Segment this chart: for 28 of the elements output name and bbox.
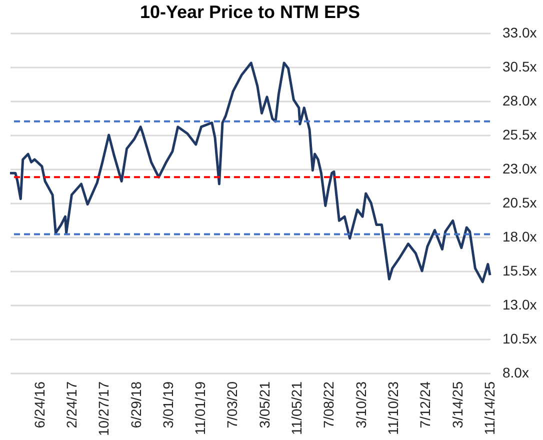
x-tick-label: 3/05/21 <box>256 381 272 428</box>
y-tick-label: 15.5x <box>502 262 537 278</box>
x-tick-label: 3/10/23 <box>352 381 369 428</box>
y-tick-label: 18.0x <box>502 228 537 244</box>
x-tick-label: 11/10/23 <box>385 381 402 435</box>
x-tick-label: 7/08/22 <box>320 381 337 428</box>
x-tick-label: 6/24/16 <box>31 381 48 428</box>
x-tick-label: 7/12/24 <box>417 381 434 428</box>
y-tick-label: 25.5x <box>502 126 537 142</box>
y-tick-label: 8.0x <box>502 364 529 380</box>
y-tick-label: 30.5x <box>502 58 537 74</box>
x-tick-label: 10/27/17 <box>96 381 112 436</box>
x-tick-label: 11/14/25 <box>482 381 498 435</box>
y-tick-label: 13.0x <box>502 296 537 312</box>
x-tick-label: 2/24/17 <box>63 381 80 428</box>
x-tick-label: 3/01/19 <box>160 381 176 428</box>
y-tick-label: 10.5x <box>502 330 537 346</box>
y-tick-label: 33.0x <box>502 24 537 40</box>
y-tick-label: 28.0x <box>502 92 537 108</box>
x-tick-label: 11/01/19 <box>192 381 208 435</box>
x-tick-label: 7/03/20 <box>224 381 240 428</box>
x-tick-label: 6/29/18 <box>128 381 144 428</box>
line-series <box>8 62 492 284</box>
x-tick-label: 3/14/25 <box>449 381 466 428</box>
chart-title: 10-Year Price to NTM EPS <box>140 2 360 22</box>
y-tick-label: 20.5x <box>502 194 537 210</box>
x-tick-label: 11/05/21 <box>288 381 305 435</box>
y-tick-label: 23.0x <box>502 160 537 176</box>
